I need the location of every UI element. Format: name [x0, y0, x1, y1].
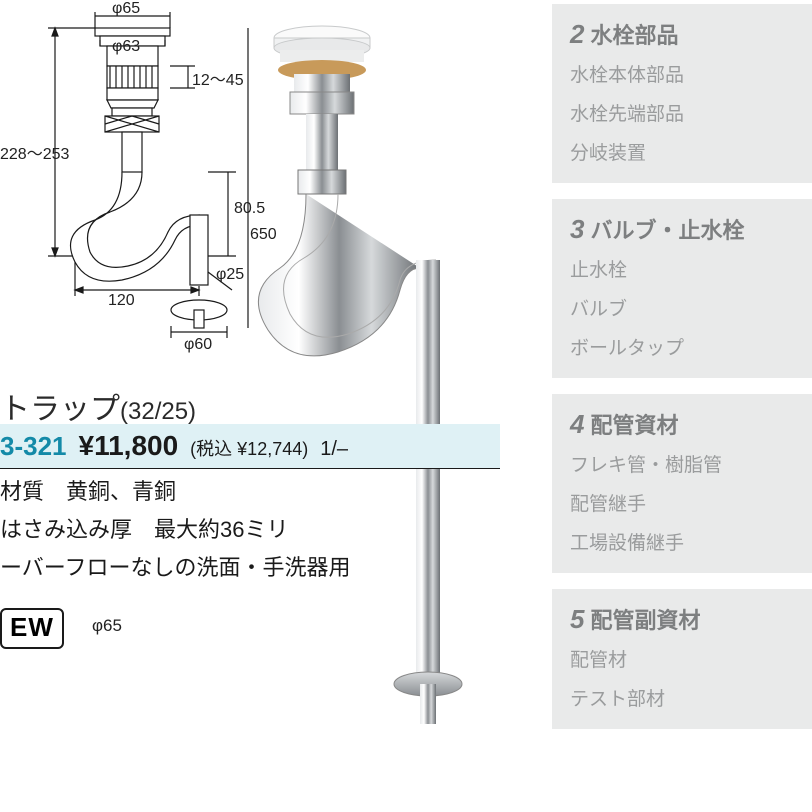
side-num: 3 [570, 214, 584, 245]
dim-d60: φ60 [184, 336, 212, 354]
dim-d25: φ25 [216, 266, 244, 284]
dim-d65-bottom: φ65 [92, 616, 122, 636]
side-group-3[interactable]: 3 バルブ・止水栓 止水栓 バルブ ボールタップ [552, 199, 812, 378]
side-heading-text: 配管副資材 [590, 603, 700, 635]
dim-t12-45: 12～45 [192, 66, 244, 90]
ew-badge: EW [0, 608, 64, 649]
product-tax: (税込 ¥12,744) [190, 435, 308, 461]
side-heading-text: バルブ・止水栓 [590, 213, 744, 245]
price-row: 3-321 ¥11,800 (税込 ¥12,744) 1/– [0, 424, 500, 469]
side-item[interactable]: バルブ [570, 294, 794, 321]
category-sidebar: 2 水栓部品 水栓本体部品 水栓先端部品 分岐装置 3 バルブ・止水栓 止水栓 … [552, 0, 812, 812]
spec-line: ーバーフローなしの洗面・手洗器用 [0, 550, 350, 582]
side-heading: 2 水栓部品 [570, 18, 794, 50]
side-item[interactable]: ボールタップ [570, 333, 794, 360]
product-title: トラップ(32/25) [0, 384, 196, 428]
title-sub: (32/25) [120, 398, 196, 425]
main-content: φ65 φ63 12～45 228～253 80.5 650 120 φ25 φ… [0, 0, 540, 812]
side-group-4[interactable]: 4 配管資材 フレキ管・樹脂管 配管継手 工場設備継手 [552, 394, 812, 573]
dim-d65: φ65 [112, 0, 140, 18]
side-num: 5 [570, 604, 584, 635]
side-heading: 4 配管資材 [570, 408, 794, 440]
side-heading: 5 配管副資材 [570, 603, 794, 635]
side-num: 2 [570, 19, 584, 50]
side-heading-text: 配管資材 [590, 408, 678, 440]
dim-w120: 120 [108, 292, 135, 310]
side-group-5[interactable]: 5 配管副資材 配管材 テスト部材 [552, 589, 812, 729]
side-group-2[interactable]: 2 水栓部品 水栓本体部品 水栓先端部品 分岐装置 [552, 4, 812, 183]
spec-list: 材質 黄銅、青銅 はさみ込み厚 最大約36ミリ ーバーフローなしの洗面・手洗器用 [0, 474, 350, 582]
product-price: ¥11,800 [79, 430, 179, 462]
technical-diagram: φ65 φ63 12～45 228～253 80.5 650 120 φ25 φ… [0, 0, 280, 360]
product-unit: 1/– [320, 438, 348, 461]
side-item[interactable]: 分岐装置 [570, 138, 794, 165]
side-item[interactable]: フレキ管・樹脂管 [570, 450, 794, 477]
dim-h228-253: 228～253 [0, 140, 69, 164]
side-heading-text: 水栓部品 [590, 18, 678, 50]
side-item[interactable]: 配管継手 [570, 489, 794, 516]
side-item[interactable]: 水栓本体部品 [570, 60, 794, 87]
spec-line: はさみ込み厚 最大約36ミリ [0, 512, 350, 544]
side-item[interactable]: テスト部材 [570, 684, 794, 711]
product-code: 3-321 [0, 431, 67, 462]
side-item[interactable]: 止水栓 [570, 255, 794, 282]
side-num: 4 [570, 409, 584, 440]
side-item[interactable]: 配管材 [570, 645, 794, 672]
dim-d63: φ63 [112, 38, 140, 56]
spec-line: 材質 黄銅、青銅 [0, 474, 350, 506]
side-item[interactable]: 水栓先端部品 [570, 99, 794, 126]
title-main: トラップ [0, 393, 120, 426]
product-photo [250, 20, 480, 740]
side-heading: 3 バルブ・止水栓 [570, 213, 794, 245]
side-item[interactable]: 工場設備継手 [570, 528, 794, 555]
